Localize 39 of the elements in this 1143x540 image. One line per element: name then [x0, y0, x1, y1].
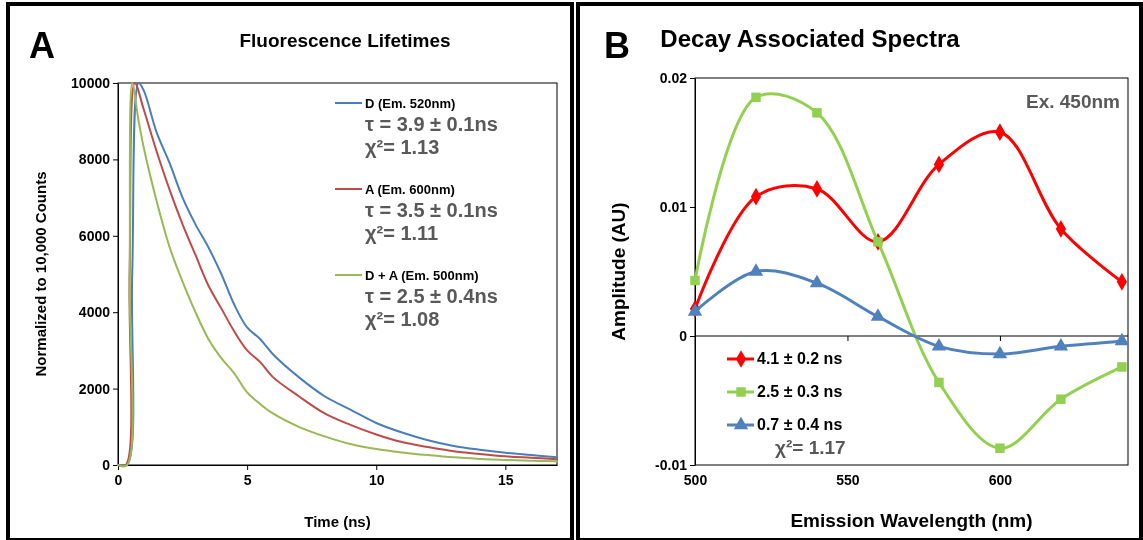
x-tick-label: 600: [988, 471, 1013, 488]
text: B: [604, 25, 630, 66]
x-tick-label: 500: [683, 471, 708, 488]
legend-label: D + A (Em. 500nm): [365, 268, 479, 283]
x-axis-title: Time (ns): [304, 513, 371, 530]
legend-label: D (Em. 520nm): [365, 96, 456, 111]
x-axis-title: Emission Wavelength (nm): [790, 510, 1033, 531]
chart-title: Decay Associated Spectra: [660, 25, 961, 52]
annotation: τ = 3.9 ± 0.1ns: [365, 113, 498, 135]
y-tick-label: 2000: [78, 380, 111, 397]
y-tick-label: 0: [679, 327, 688, 344]
text: A: [29, 25, 55, 66]
annotation: χ²= 1.13: [365, 136, 440, 158]
y-tick-label: -0.01: [655, 456, 688, 473]
annotation: χ²= 1.11: [365, 222, 439, 244]
legend-label: 4.1 ± 0.2 ns: [757, 350, 843, 367]
legend-label: A (Em. 600nm): [365, 182, 455, 197]
x-tick-label: 15: [498, 471, 514, 488]
y-axis-title: Normalized to 10,000 Counts: [32, 171, 49, 377]
annotation: Ex. 450nm: [1026, 91, 1120, 112]
x-tick-label: 5: [243, 471, 252, 488]
y-tick-label: 10000: [71, 74, 111, 91]
x-tick-label: 0: [114, 471, 123, 488]
chart-title: Fluorescence Lifetimes: [239, 30, 451, 51]
legend-label: 2.5 ± 0.3 ns: [757, 383, 843, 400]
y-tick-label: 8000: [78, 151, 111, 168]
x-tick-label: 10: [368, 471, 385, 488]
x-tick-label: 550: [836, 471, 860, 488]
legend-label: 0.7 ± 0.4 ns: [757, 416, 843, 433]
y-tick-label: 0.02: [659, 69, 688, 86]
annotation: χ²= 1.08: [365, 308, 440, 330]
y-tick-label: 4000: [78, 304, 111, 321]
annotation: τ = 2.5 ± 0.4ns: [365, 285, 498, 307]
y-tick-label: 6000: [78, 227, 111, 244]
y-axis-title: Amplitude (AU): [608, 202, 629, 341]
y-tick-label: 0.01: [659, 198, 688, 215]
annotation: χ²= 1.17: [775, 437, 846, 458]
y-tick-label: 0: [102, 456, 111, 473]
annotation: τ = 3.5 ± 0.1ns: [365, 199, 498, 221]
